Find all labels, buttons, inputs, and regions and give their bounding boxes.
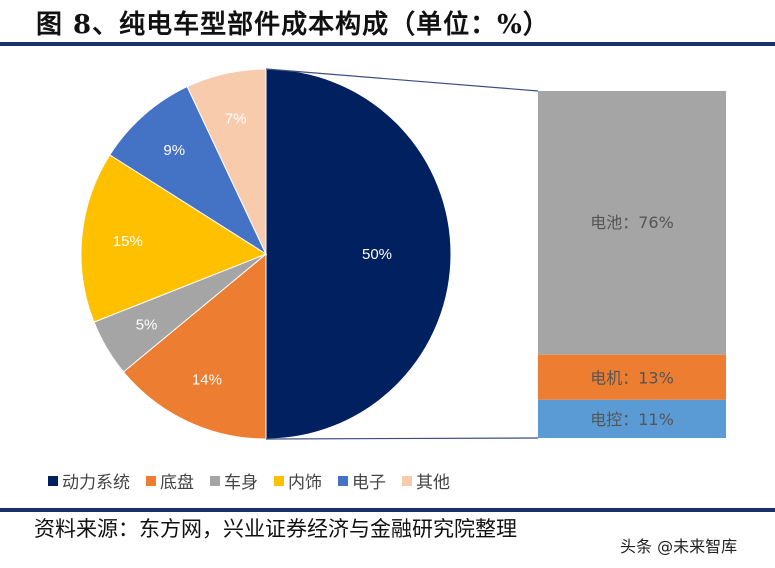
title-rule [0, 42, 775, 46]
pie-data-label: 14% [192, 372, 222, 389]
legend-swatch-icon [274, 475, 284, 486]
pie-slice-0 [265, 68, 452, 440]
bar-segment-2 [538, 399, 726, 438]
bar-data-label: 电控：11% [590, 410, 674, 429]
legend-swatch-icon [146, 475, 156, 486]
legend-label: 动力系统 [62, 473, 130, 493]
legend-label: 内饰 [288, 473, 322, 493]
legend-swatch-icon [48, 475, 58, 486]
chart-title: 图 8、纯电车型部件成本构成（单位：%） [36, 10, 550, 40]
breakdown-bar: 电池：76% 电机：13% 电控：11% [538, 91, 726, 438]
legend-swatch-icon [210, 475, 220, 486]
legend-item: 车身 [210, 468, 258, 493]
pie-data-label: 15% [113, 233, 143, 250]
legend-item: 内饰 [274, 468, 322, 493]
legend-swatch-icon [338, 475, 348, 486]
bar-data-label: 电池：76% [590, 213, 674, 232]
pie-data-label: 5% [136, 317, 158, 334]
pie-chart: 50% 14% 5% 15% 9% 7% [80, 68, 452, 440]
pie-slice-4 [109, 85, 268, 256]
source-note: 资料来源：东方网，兴业证券经济与金融研究院整理 [34, 517, 517, 541]
source-rule [0, 508, 775, 512]
pie-data-label: 50% [362, 246, 392, 263]
legend-label: 车身 [224, 473, 258, 493]
pie-slice-5 [186, 68, 267, 255]
legend-item: 其他 [402, 468, 450, 493]
legend-item: 电子 [338, 468, 386, 493]
bar-segment-0 [538, 91, 726, 355]
legend-item: 底盘 [146, 468, 194, 493]
legend-item: 动力系统 [48, 468, 130, 493]
pie-data-label: 9% [163, 142, 185, 159]
pie-slice-1 [122, 252, 267, 440]
legend-label: 其他 [416, 473, 450, 493]
connector-line-bottom [265, 437, 539, 440]
watermark: 头条 @未来智库 [620, 537, 738, 556]
legend-label: 底盘 [160, 473, 194, 493]
legend-label: 电子 [352, 473, 386, 493]
bar-segment-1 [538, 354, 726, 400]
pie-slice-3 [80, 154, 268, 323]
bar-data-label: 电机：13% [590, 368, 674, 387]
legend: 动力系统 底盘 车身 内饰 电子 其他 [48, 468, 450, 493]
legend-swatch-icon [402, 475, 412, 486]
connector-lines [265, 68, 539, 440]
connector-line-top [265, 68, 539, 92]
pie-data-label: 7% [225, 111, 247, 128]
